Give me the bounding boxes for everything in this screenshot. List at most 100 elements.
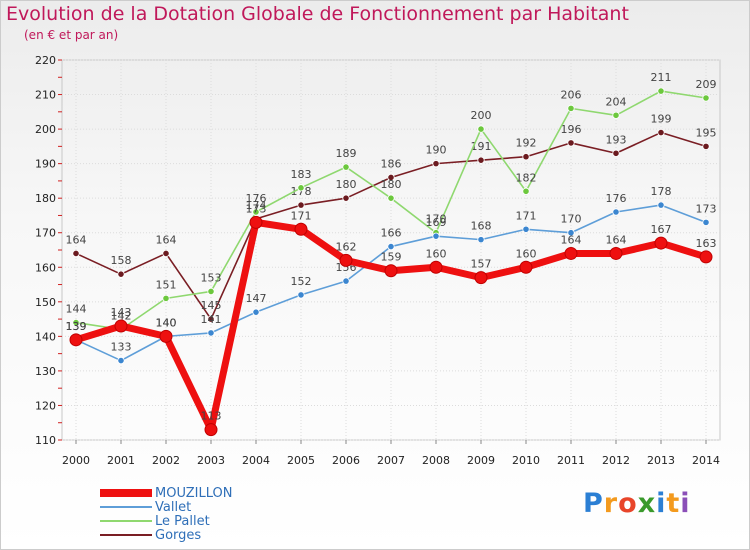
- legend-item-vallet: Vallet: [100, 500, 191, 515]
- data-label-le-pallet: 153: [201, 271, 222, 284]
- data-label-mouzillon: 113: [201, 410, 222, 423]
- x-tick-label: 2004: [242, 454, 270, 467]
- x-tick-label: 2009: [467, 454, 495, 467]
- x-tick-label: 2003: [197, 454, 225, 467]
- data-label-gorges: 145: [201, 299, 222, 312]
- logo-letter: o: [618, 488, 638, 519]
- data-point-gorges: [477, 156, 485, 164]
- logo-letter: i: [656, 488, 667, 519]
- data-label-mouzillon: 157: [471, 258, 492, 271]
- data-point-gorges: [702, 142, 710, 150]
- y-tick-label: 130: [35, 365, 56, 378]
- data-label-mouzillon: 171: [291, 209, 312, 222]
- data-label-vallet: 166: [381, 227, 402, 240]
- data-point-gorges: [72, 249, 80, 258]
- data-label-vallet: 168: [471, 220, 492, 233]
- y-tick-label: 140: [35, 330, 56, 343]
- data-label-le-pallet: 206: [561, 88, 582, 101]
- data-label-gorges: 158: [111, 254, 132, 267]
- data-label-gorges: 164: [156, 233, 177, 246]
- data-label-gorges: 180: [336, 178, 357, 191]
- data-point-mouzillon: [159, 329, 173, 343]
- data-label-mouzillon: 143: [111, 306, 132, 319]
- x-tick-label: 2007: [377, 454, 405, 467]
- legend-swatch: [100, 506, 152, 508]
- data-point-le-pallet: [522, 187, 530, 195]
- data-label-gorges: 186: [381, 157, 402, 170]
- data-point-vallet: [387, 242, 395, 251]
- data-label-mouzillon: 139: [66, 320, 87, 333]
- x-tick-label: 2005: [287, 454, 315, 467]
- data-label-mouzillon: 162: [336, 240, 357, 253]
- logo-letter: r: [603, 488, 619, 519]
- data-point-le-pallet: [162, 294, 170, 302]
- data-point-gorges: [432, 160, 440, 168]
- logo-letter: i: [680, 488, 691, 519]
- x-tick-label: 2014: [692, 454, 720, 467]
- data-label-le-pallet: 182: [516, 171, 537, 184]
- data-point-vallet: [567, 229, 575, 237]
- data-point-mouzillon: [474, 271, 488, 285]
- data-point-vallet: [342, 277, 350, 285]
- legend-label: Le Pallet: [155, 513, 210, 529]
- data-point-le-pallet: [702, 94, 710, 102]
- data-point-mouzillon: [249, 215, 263, 229]
- data-point-mouzillon: [204, 423, 218, 437]
- y-tick-label: 200: [35, 123, 56, 136]
- data-label-le-pallet: 204: [606, 95, 627, 108]
- data-label-gorges: 196: [561, 123, 582, 136]
- data-label-vallet: 140: [156, 316, 177, 329]
- legend-swatch: [100, 520, 152, 522]
- x-tick-label: 2001: [107, 454, 135, 467]
- logo-letter: x: [637, 488, 657, 519]
- data-point-gorges: [297, 201, 305, 209]
- data-point-le-pallet: [567, 104, 575, 112]
- data-point-gorges: [522, 153, 530, 161]
- data-label-vallet: 133: [111, 341, 132, 354]
- data-label-le-pallet: 189: [336, 147, 357, 160]
- data-point-vallet: [252, 308, 260, 316]
- data-label-gorges: 199: [651, 113, 672, 126]
- data-point-mouzillon: [699, 250, 713, 264]
- y-tick-label: 120: [35, 399, 56, 412]
- x-tick-label: 2000: [62, 454, 90, 467]
- y-tick-label: 210: [35, 89, 56, 102]
- y-tick-label: 110: [35, 434, 56, 447]
- x-tick-label: 2012: [602, 454, 630, 467]
- data-point-mouzillon: [654, 236, 668, 250]
- x-tick-label: 2002: [152, 454, 180, 467]
- data-label-vallet: 141: [201, 313, 222, 326]
- data-point-mouzillon: [69, 333, 83, 347]
- x-tick-label: 2008: [422, 454, 450, 467]
- y-tick-label: 160: [35, 261, 56, 274]
- data-point-le-pallet: [387, 194, 395, 202]
- data-point-vallet: [657, 201, 665, 209]
- data-point-mouzillon: [114, 319, 128, 333]
- data-label-mouzillon: 163: [696, 237, 717, 250]
- data-label-mouzillon: 160: [426, 247, 447, 260]
- logo-letter: P: [583, 488, 604, 519]
- data-point-le-pallet: [612, 111, 620, 119]
- legend-item-le-pallet: Le Pallet: [100, 513, 210, 529]
- data-point-gorges: [567, 139, 575, 147]
- legend-swatch: [100, 534, 152, 536]
- data-point-mouzillon: [519, 260, 533, 274]
- data-label-mouzillon: 173: [246, 202, 267, 215]
- y-tick-label: 190: [35, 158, 56, 171]
- data-label-le-pallet: 170: [426, 213, 447, 226]
- chart-title: Evolution de la Dotation Globale de Fonc…: [6, 3, 629, 25]
- data-point-le-pallet: [72, 318, 80, 327]
- data-point-gorges: [207, 315, 215, 323]
- data-point-mouzillon: [609, 246, 623, 260]
- legend-label: Gorges: [155, 527, 202, 543]
- y-tick-label: 220: [35, 54, 56, 67]
- data-label-le-pallet: 144: [66, 303, 87, 316]
- data-point-gorges: [162, 249, 170, 258]
- data-point-le-pallet: [657, 87, 665, 95]
- data-label-le-pallet: 183: [291, 168, 312, 181]
- data-point-gorges: [342, 194, 350, 202]
- data-point-gorges: [612, 149, 620, 157]
- data-label-le-pallet: 211: [651, 71, 672, 84]
